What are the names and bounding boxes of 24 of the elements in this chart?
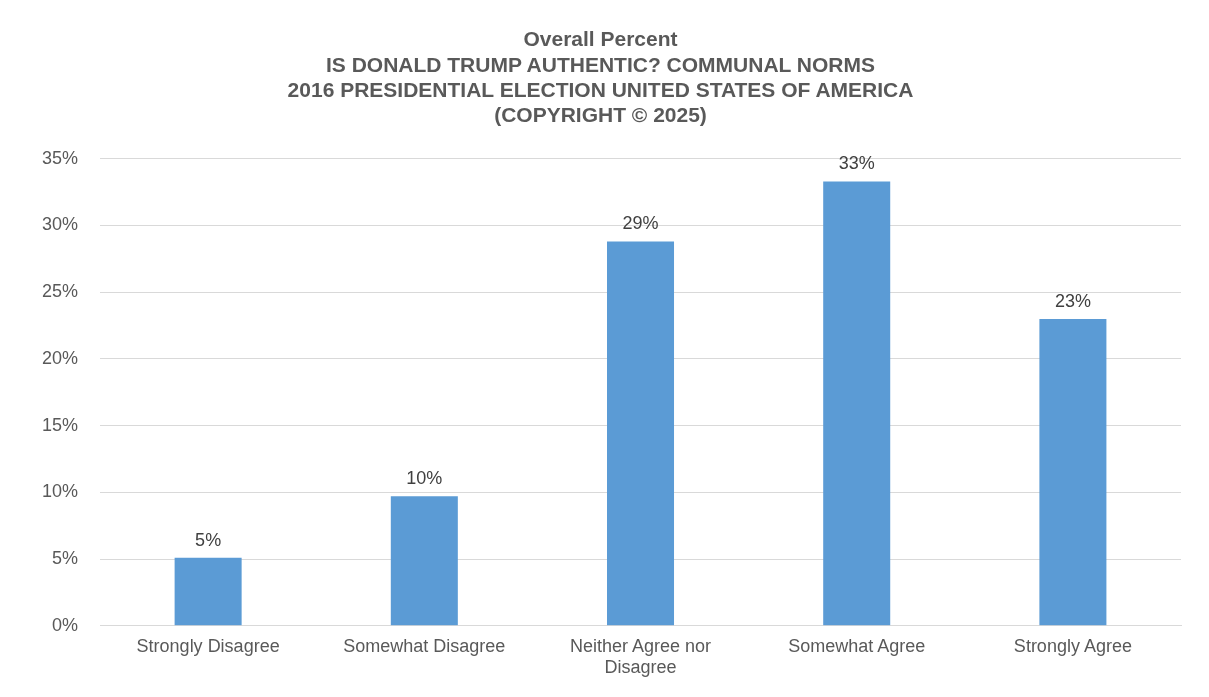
bar xyxy=(390,496,458,626)
y-tick-label: 15% xyxy=(42,414,79,435)
data-label: 29% xyxy=(622,213,659,234)
y-tick-label: 0% xyxy=(52,614,79,635)
data-label: 10% xyxy=(406,468,443,489)
data-label: 5% xyxy=(195,529,222,550)
data-label: 23% xyxy=(1054,290,1091,311)
bar xyxy=(607,241,675,626)
y-tick-label: 35% xyxy=(42,147,79,168)
y-tick-label: 20% xyxy=(42,347,79,368)
data-label: 33% xyxy=(838,153,875,174)
bar xyxy=(174,557,242,626)
chart-title: Overall Percent IS DONALD TRUMP AUTHENTIC? COMMUNAL NORMS 2016 PRESIDENTIAL ELECTION UNITED STATES OF AMERICA (COPYRIGHT © 2025) xyxy=(287,27,914,126)
bar xyxy=(823,181,891,626)
y-tick-label: 5% xyxy=(52,548,79,569)
x-tick-label: Neither Agree nor Disagree xyxy=(569,635,712,678)
x-tick-label: Strongly Disagree xyxy=(136,635,280,656)
y-tick-label: 30% xyxy=(42,214,79,235)
x-tick-label: Somewhat Agree xyxy=(788,635,926,656)
bar xyxy=(1039,318,1107,626)
x-tick-label: Strongly Agree xyxy=(1013,635,1132,656)
y-tick-label: 10% xyxy=(42,481,79,502)
y-tick-label: 25% xyxy=(42,281,79,302)
x-tick-label: Somewhat Disagree xyxy=(343,635,506,656)
